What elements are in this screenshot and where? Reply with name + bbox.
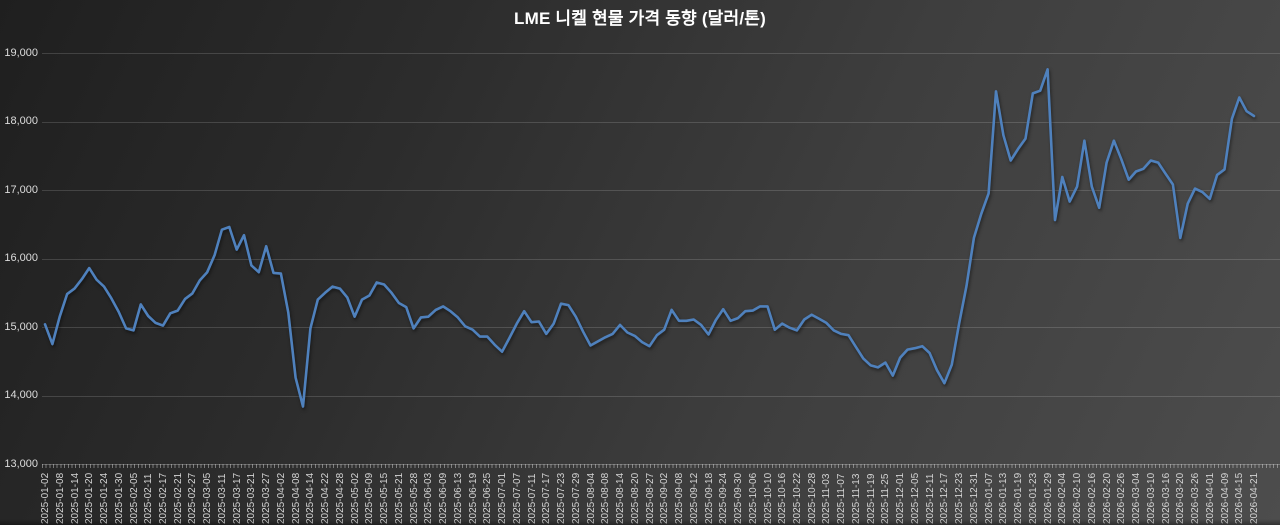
- gridline-14000: [42, 395, 1280, 397]
- gridline-16000: [42, 258, 1280, 260]
- price-line-series: [43, 68, 1256, 408]
- chart-title: LME 니켈 현물 가격 동향 (달러/톤): [514, 9, 766, 28]
- gridline-18000: [42, 121, 1280, 123]
- y-tick-label: 15,000: [4, 320, 38, 333]
- gridline-13000: [42, 464, 1280, 465]
- gridline-15000: [42, 327, 1280, 328]
- x-axis-tick-marks: [42, 464, 1280, 468]
- gridline-17000: [42, 190, 1280, 191]
- y-tick-label: 17,000: [4, 183, 38, 196]
- y-tick-label: 13,000: [4, 457, 38, 470]
- gridline-19000: [42, 53, 1280, 54]
- y-tick-label: 14,000: [4, 389, 38, 401]
- y-tick-label: 16,000: [4, 252, 38, 264]
- y-tick-label: 18,000: [4, 115, 38, 127]
- y-tick-label: 19,000: [4, 46, 38, 59]
